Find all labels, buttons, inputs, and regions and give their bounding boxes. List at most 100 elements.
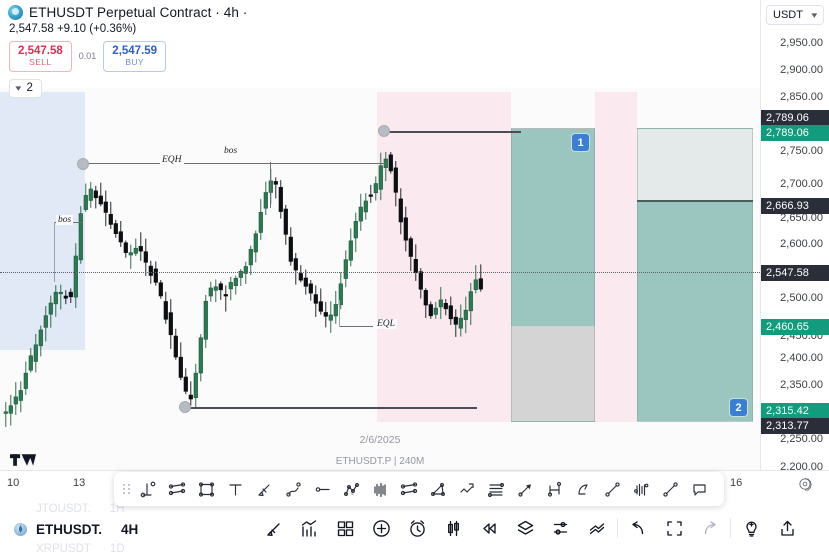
bos-left-label: bos <box>56 215 74 225</box>
drawing-toolbar[interactable]: c <box>114 472 724 506</box>
layouts-grid-icon[interactable] <box>327 510 363 546</box>
symbol-timeframe: 1D <box>109 543 125 555</box>
quantity-selector[interactable]: ▾ 2 <box>9 78 42 98</box>
eql-line <box>339 326 373 327</box>
elliott-wave-tool-icon[interactable]: c <box>337 474 366 504</box>
bars-pattern-tool-icon[interactable] <box>366 474 395 504</box>
symbol-name: ETHUSDT. <box>36 521 103 537</box>
arrow-marker-tool-icon[interactable] <box>511 474 540 504</box>
drag-grip-icon[interactable] <box>118 479 134 499</box>
time-tick: 16 <box>730 477 743 489</box>
price-tag[interactable]: 2,789.06 <box>761 110 829 126</box>
price-tick: 2,650.00 <box>780 212 823 224</box>
swing-low-point[interactable] <box>179 401 191 413</box>
price-tag[interactable]: 2,315.42 <box>761 403 829 419</box>
buy-button[interactable]: 2,547.59 BUY <box>103 41 167 72</box>
compare-icon[interactable] <box>579 510 615 546</box>
trade-buttons-row[interactable]: 2,547.58 SELL 0.01 2,547.59 BUY <box>0 35 760 72</box>
curve-tool-icon[interactable] <box>569 474 598 504</box>
measure-tool-icon[interactable] <box>540 474 569 504</box>
price-tick: 2,500.00 <box>780 292 823 304</box>
path-tool-icon[interactable] <box>279 474 308 504</box>
undo-arrow-icon[interactable] <box>620 510 656 546</box>
price-tag[interactable]: 2,547.58 <box>761 265 829 281</box>
symbol-title[interactable]: ETHUSDT Perpetual Contract · 4h · <box>29 5 248 20</box>
text-tool-icon[interactable] <box>221 474 250 504</box>
zigzag-arrow-tool-icon[interactable] <box>453 474 482 504</box>
currency-label: USDT <box>773 9 803 21</box>
last-price-row: 2,547.58 +9.10 (+0.36%) <box>0 20 760 35</box>
symbol-watchlist-strip[interactable]: JTOUSDT. 1H ETHUSDT. 4H XRPUSDT 1D <box>0 497 829 556</box>
eql-label: EQL <box>375 319 397 329</box>
symbol-row-xrpusdt[interactable]: XRPUSDT 1D <box>0 539 250 556</box>
rectangle-tool-icon[interactable] <box>192 474 221 504</box>
candles-chart-type-icon[interactable] <box>435 510 471 546</box>
buy-price: 2,547.59 <box>112 45 158 57</box>
price-tick: 2,200.00 <box>780 461 823 470</box>
idea-bulb-icon[interactable] <box>733 510 769 546</box>
symbol-title-row[interactable]: ETHUSDT Perpetual Contract · 4h · <box>0 0 760 20</box>
bos-left-leg <box>54 222 55 282</box>
fib-timezone-tool-icon[interactable] <box>627 474 656 504</box>
swing-high-point[interactable] <box>378 125 390 137</box>
indicators-chart-icon[interactable] <box>291 510 327 546</box>
chart-plot-area[interactable]: 1 2 bos EQH bos EQL <box>0 0 760 470</box>
price-tag[interactable]: 2,313.77 <box>761 418 829 434</box>
trend-line-tool-icon[interactable] <box>598 474 627 504</box>
quantity-value: 2 <box>26 82 33 95</box>
last-price-change: 2,547.58 +9.10 (+0.36%) <box>9 23 137 35</box>
chevron-down-icon: ▾ <box>15 82 22 93</box>
swing-low-ray <box>185 407 477 409</box>
price-tag[interactable]: 2,460.65 <box>761 319 829 335</box>
price-tag[interactable]: 2,789.06 <box>761 125 829 141</box>
currency-selector[interactable]: USDT ▾ <box>766 5 824 25</box>
price-tick: 2,900.00 <box>780 64 823 76</box>
eql-leg <box>339 300 340 327</box>
zone-1-badge[interactable]: 1 <box>572 134 589 151</box>
nav-divider <box>730 518 731 538</box>
redo-arrow-icon[interactable] <box>692 510 728 546</box>
share-export-icon[interactable] <box>769 510 805 546</box>
triangle-tool-icon[interactable] <box>424 474 453 504</box>
pitchfork-tool-icon[interactable] <box>395 474 424 504</box>
time-scale-settings-icon[interactable] <box>798 477 812 491</box>
price-crosshair-line <box>0 272 760 273</box>
bos-right-label: bos <box>222 146 240 156</box>
symbol-row-ethusdt[interactable]: ETHUSDT. 4H <box>0 519 250 539</box>
draw-pen-icon[interactable] <box>255 510 291 546</box>
symbol-row-jtousdt[interactable]: JTOUSDT. 1H <box>0 499 250 519</box>
eth-coin-icon <box>14 522 27 536</box>
extended-line-tool-icon[interactable] <box>656 474 685 504</box>
fib-retracement-tool-icon[interactable] <box>482 474 511 504</box>
watermark-symbol: ETHUSDT.P | 240M <box>335 456 425 467</box>
layers-icon[interactable] <box>507 510 543 546</box>
buy-label: BUY <box>125 57 145 68</box>
price-tick: 2,400.00 <box>780 352 823 364</box>
symbol-name: XRPUSDT <box>36 543 91 555</box>
bos-right-leg <box>270 162 271 208</box>
add-plus-icon[interactable] <box>363 510 399 546</box>
sell-button[interactable]: 2,547.58 SELL <box>9 41 72 72</box>
price-scale[interactable]: USDT ▾ 2,950.00 2,900.00 2,850.00 2,750.00 2… <box>760 0 829 470</box>
fullscreen-icon[interactable] <box>656 510 692 546</box>
price-tag[interactable]: 2,666.93 <box>761 198 829 214</box>
price-tick: 2,700.00 <box>780 178 823 190</box>
settings-sliders-icon[interactable] <box>543 510 579 546</box>
brush-tool-icon[interactable] <box>250 474 279 504</box>
bottom-nav-bar[interactable] <box>255 505 829 551</box>
price-tick: 2,750.00 <box>780 145 823 157</box>
cross-line-tool-icon[interactable] <box>134 474 163 504</box>
parallel-channel-tool-icon[interactable] <box>163 474 192 504</box>
callout-tool-icon[interactable] <box>685 474 714 504</box>
eqh-line <box>83 163 385 164</box>
swing-high-point-left[interactable] <box>77 158 89 170</box>
replay-rewind-icon[interactable] <box>471 510 507 546</box>
projection-zone-2[interactable]: 2 <box>637 128 753 422</box>
projection-zone-1[interactable]: 1 <box>511 128 595 422</box>
horizontal-ray-tool-icon[interactable] <box>308 474 337 504</box>
alerts-clock-icon[interactable] <box>399 510 435 546</box>
zone-2-badge[interactable]: 2 <box>730 399 747 416</box>
spread-value: 0.01 <box>78 51 97 62</box>
price-tick: 2,250.00 <box>780 433 823 445</box>
